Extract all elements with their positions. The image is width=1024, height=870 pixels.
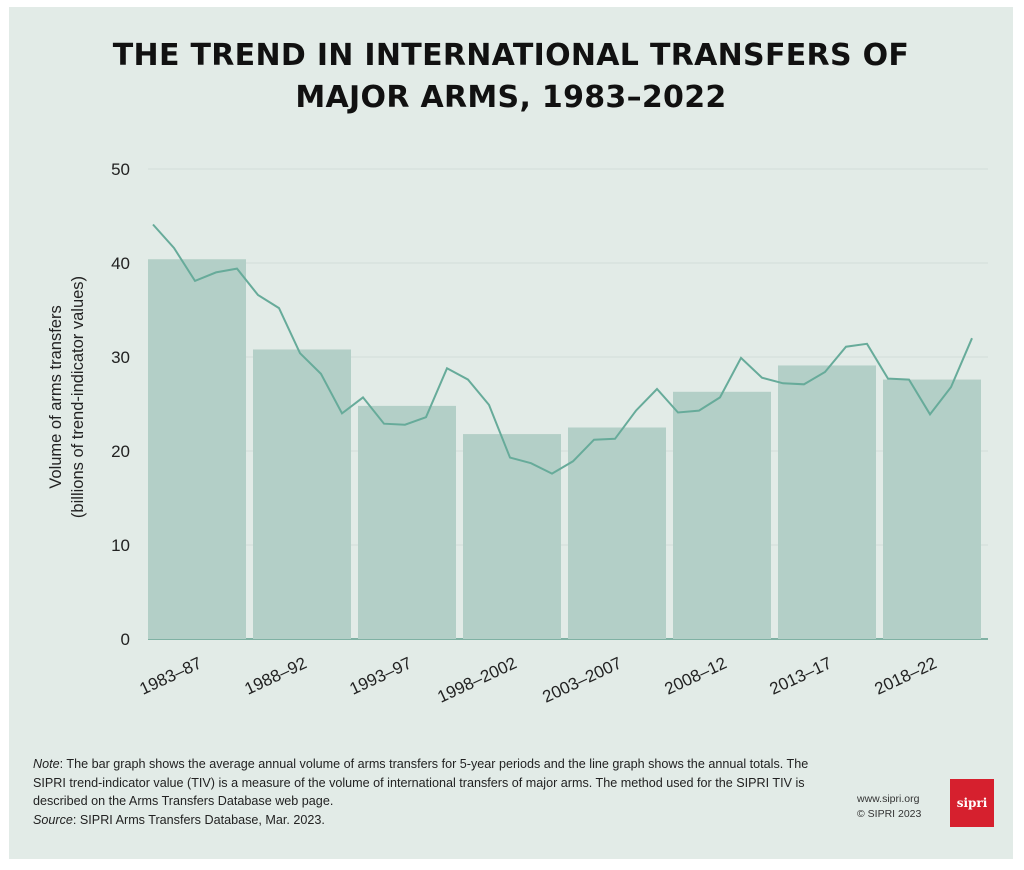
site-url[interactable]: www.sipri.org <box>857 793 920 805</box>
source-label: Source <box>33 812 73 827</box>
chart-title: THE TREND IN INTERNATIONAL TRANSFERS OF … <box>9 35 1013 119</box>
y-tick-label: 20 <box>111 442 130 461</box>
source-text: : SIPRI Arms Transfers Database, Mar. 20… <box>72 812 325 827</box>
x-tick-labels: 1983–87 1988–92 1993–97 1998–2002 2003–2007 2… <box>137 653 940 706</box>
x-tick-label: 1993–97 <box>347 653 415 698</box>
x-tick-label: 2003–2007 <box>540 653 625 706</box>
bar-line-chart: 0 10 20 30 40 50 1983–87 1988–92 1993–97 1998–20… <box>47 160 988 707</box>
note-label: Note <box>33 757 60 771</box>
bar <box>673 391 771 639</box>
bar <box>358 405 456 639</box>
y-tick-label: 10 <box>111 536 130 555</box>
x-tick-label: 2018–22 <box>872 653 940 698</box>
copyright: © SIPRI 2023 <box>857 808 922 820</box>
title-line-2: MAJOR ARMS, 1983–2022 <box>295 80 727 115</box>
x-tick-label: 2008–12 <box>662 653 730 698</box>
title-line-1: THE TREND IN INTERNATIONAL TRANSFERS OF <box>112 38 910 73</box>
bar <box>148 259 246 639</box>
source-paragraph: Source: SIPRI Arms Transfers Database, M… <box>33 811 823 830</box>
bar <box>463 434 561 639</box>
y-tick-label: 30 <box>111 348 130 367</box>
x-tick-label: 1983–87 <box>137 653 205 698</box>
x-tick-label: 1988–92 <box>242 653 310 698</box>
sipri-logo: sipri <box>950 779 994 827</box>
note-paragraph: Note: The bar graph shows the average an… <box>33 755 823 811</box>
bar <box>883 379 981 639</box>
publisher-info: www.sipri.org © SIPRI 2023 <box>857 792 921 822</box>
bar <box>778 365 876 639</box>
note-text: : The bar graph shows the average annual… <box>33 757 809 808</box>
y-tick-label: 50 <box>111 160 130 179</box>
chart-footnote: Note: The bar graph shows the average an… <box>33 755 823 829</box>
x-tick-label: 2013–17 <box>767 653 835 698</box>
y-axis-label-line-1: Volume of arms transfers <box>47 305 65 488</box>
infographic-card: THE TREND IN INTERNATIONAL TRANSFERS OF … <box>9 7 1013 859</box>
logo-text: sipri <box>956 796 988 810</box>
bar <box>253 349 351 639</box>
y-axis-label-line-2: (billions of trend-indicator values) <box>69 276 87 518</box>
y-tick-labels: 0 10 20 30 40 50 <box>111 160 130 649</box>
bar <box>568 427 666 639</box>
x-tick-label: 1998–2002 <box>435 653 520 706</box>
bars <box>148 259 981 639</box>
y-tick-label: 0 <box>121 630 130 649</box>
y-tick-label: 40 <box>111 254 130 273</box>
annual-totals-line <box>152 223 973 475</box>
